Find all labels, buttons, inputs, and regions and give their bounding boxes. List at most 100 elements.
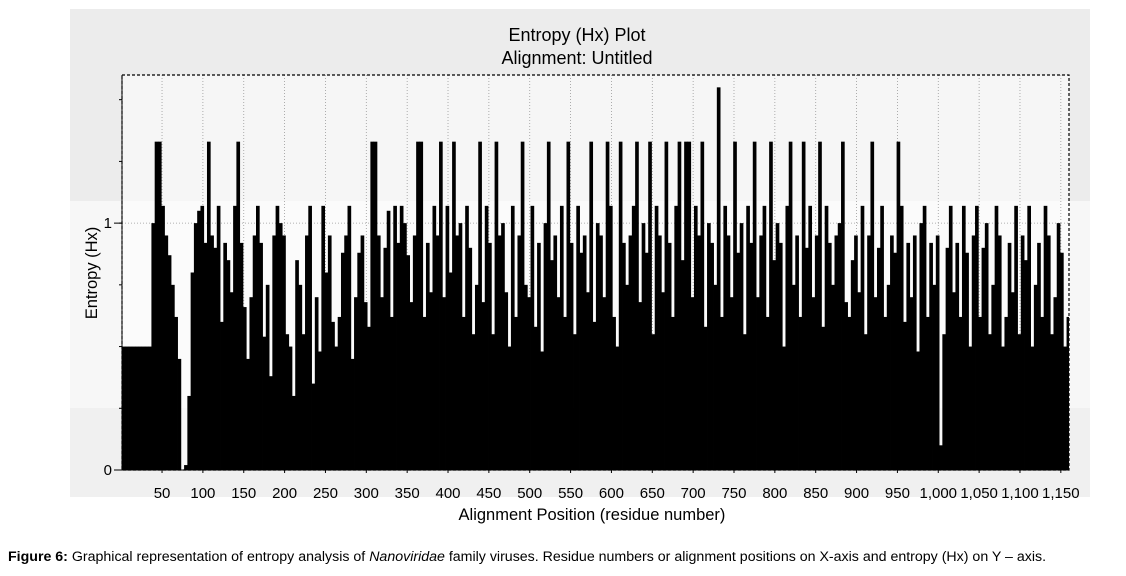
entropy-bar — [340, 252, 345, 470]
entropy-bar — [435, 235, 440, 470]
x-tick-label: 300 — [354, 485, 379, 502]
entropy-bar — [759, 235, 763, 470]
entropy-bar — [968, 346, 973, 470]
entropy-bar — [798, 316, 803, 470]
entropy-bar — [425, 242, 430, 470]
entropy-bar — [671, 316, 675, 470]
grid-lines — [122, 75, 1069, 470]
entropy-bar — [514, 316, 518, 470]
entropy-bar — [778, 242, 783, 470]
entropy-bar — [363, 302, 368, 470]
entropy-bar — [765, 316, 770, 470]
entropy-bar — [576, 205, 580, 470]
entropy-bar — [772, 260, 777, 470]
entropy-bar — [948, 205, 953, 470]
entropy-bar — [756, 297, 760, 470]
entropy-bar — [233, 205, 237, 470]
entropy-bar — [899, 205, 904, 470]
x-tick-label: 1,050 — [960, 485, 998, 502]
entropy-bar — [396, 242, 401, 470]
entropy-bar — [994, 205, 999, 470]
entropy-bar — [246, 358, 250, 470]
entropy-bar — [262, 336, 267, 470]
x-axis-label: Alignment Position (residue number) — [459, 506, 726, 524]
x-tick-label: 1,150 — [1042, 485, 1080, 502]
entropy-bar — [367, 326, 371, 470]
entropy-bar — [595, 223, 600, 470]
entropy-bar — [664, 141, 669, 470]
entropy-bar — [883, 316, 888, 470]
entropy-bar — [926, 316, 930, 470]
entropy-bar — [141, 346, 146, 470]
entropy-bar — [677, 141, 682, 470]
entropy-bar — [847, 316, 852, 470]
entropy-bar — [376, 235, 381, 470]
figure-caption: Figure 6: Graphical representation of en… — [8, 548, 1122, 566]
entropy-bar — [419, 141, 424, 470]
entropy-bar — [775, 223, 780, 470]
entropy-bar — [252, 235, 257, 470]
entropy-bar — [997, 235, 1002, 470]
entropy-bar — [236, 141, 241, 470]
entropy-bar — [1066, 316, 1069, 470]
entropy-bar — [749, 242, 754, 470]
entropy-bar — [386, 210, 391, 470]
entropy-bar — [1010, 292, 1015, 470]
x-tick-label: 600 — [599, 485, 624, 502]
entropy-bar — [795, 235, 799, 470]
entropy-bar — [206, 141, 211, 470]
entropy-bar — [167, 255, 172, 470]
entropy-bar — [223, 242, 227, 470]
entropy-bar — [1060, 252, 1064, 470]
entropy-bar — [354, 297, 358, 470]
entropy-bar — [203, 242, 208, 470]
entropy-bar — [814, 235, 819, 470]
entropy-bar — [589, 141, 594, 470]
entropy-bar — [674, 205, 679, 470]
entropy-bar — [164, 235, 169, 470]
entropy-bar — [1033, 284, 1038, 470]
entropy-bar — [752, 141, 757, 470]
x-tick-label: 900 — [844, 485, 869, 502]
entropy-bar — [1004, 316, 1009, 470]
entropy-bar — [788, 141, 793, 470]
entropy-bar — [1053, 297, 1058, 470]
entropy-bar — [177, 358, 182, 470]
entropy-bar — [592, 321, 597, 470]
entropy-bar — [458, 223, 463, 470]
entropy-bar — [599, 235, 603, 470]
entropy-bar — [886, 284, 891, 470]
entropy-bar — [445, 205, 450, 470]
entropy-bar — [608, 205, 613, 470]
entropy-bar — [125, 346, 129, 470]
entropy-bar — [537, 242, 541, 470]
entropy-bar — [1024, 260, 1028, 470]
entropy-bar — [971, 235, 976, 470]
entropy-bar — [703, 326, 708, 470]
entropy-bar — [161, 205, 165, 470]
entropy-bar — [612, 316, 616, 470]
entropy-bar — [269, 376, 273, 470]
entropy-bar — [746, 205, 750, 470]
entropy-bar — [837, 223, 842, 470]
entropy-bar — [1037, 242, 1041, 470]
entropy-bar — [939, 445, 943, 470]
entropy-bar — [474, 284, 479, 470]
entropy-bar — [729, 297, 734, 470]
entropy-bar — [455, 235, 460, 470]
entropy-bar — [533, 326, 538, 470]
entropy-bar — [841, 141, 845, 470]
entropy-bar — [850, 260, 855, 470]
entropy-bar — [448, 272, 453, 470]
entropy-bar — [827, 242, 832, 470]
entropy-bar — [288, 346, 293, 470]
entropy-bar — [282, 235, 286, 470]
entropy-bar — [324, 272, 329, 470]
entropy-bar — [1007, 242, 1012, 470]
entropy-bar — [661, 292, 665, 470]
entropy-bar — [308, 205, 312, 470]
entropy-bar — [360, 235, 365, 470]
chart-subtitle: Alignment: Untitled — [501, 48, 652, 68]
entropy-bar — [566, 141, 571, 470]
